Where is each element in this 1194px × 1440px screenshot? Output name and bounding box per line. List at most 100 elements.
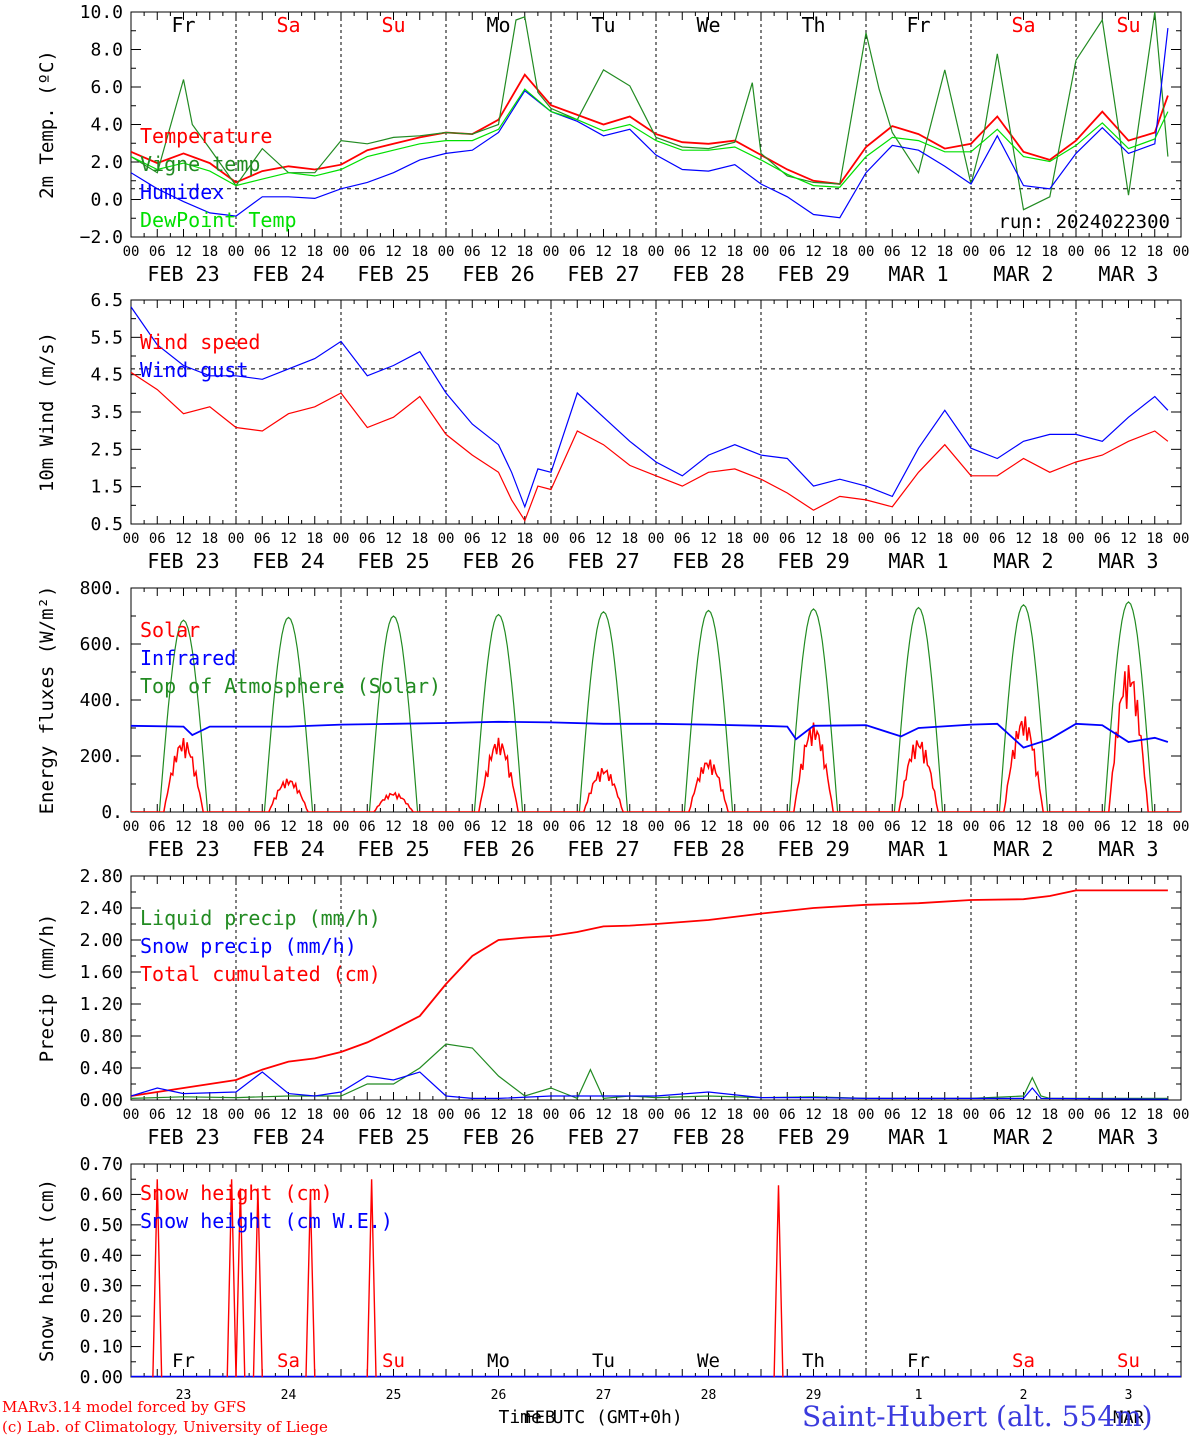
hour-label: 12 — [805, 244, 822, 260]
y-tick-label: 0.80 — [80, 1026, 123, 1047]
date-label: FEB 28 — [672, 262, 744, 286]
date-label: FEB 23 — [147, 549, 219, 573]
legend-entry: Liquid precip (mm/h) — [140, 906, 381, 930]
hour-label: 06 — [359, 244, 376, 260]
hour-label: 06 — [149, 819, 166, 835]
legend-entry: Snow height (cm) — [140, 1181, 333, 1205]
y-tick-label: 400. — [80, 690, 123, 711]
hour-label: 12 — [280, 1107, 297, 1123]
weekday-label: Sa — [1012, 1350, 1035, 1372]
panel-1 — [130, 11, 1182, 238]
day-number-label: 28 — [701, 1388, 717, 1403]
panel-2 — [130, 299, 1182, 525]
y-tick-label: 600. — [80, 634, 123, 655]
station-title: Saint-Hubert (alt. 554m) — [802, 1400, 1153, 1433]
day-number-label: 26 — [491, 1388, 507, 1403]
snow-spike — [235, 1188, 246, 1378]
hour-label: 06 — [464, 531, 481, 547]
date-label: FEB 25 — [357, 549, 429, 573]
hour-label: 06 — [884, 531, 901, 547]
day-number-label: 23 — [176, 1388, 192, 1403]
hour-label: 06 — [254, 531, 271, 547]
snow-spike — [366, 1179, 377, 1378]
run-annotation: run: 2024022300 — [998, 211, 1170, 233]
infrared-line — [131, 720, 1169, 749]
weekday-label: Su — [381, 13, 405, 37]
legend-entry: Infrared — [140, 646, 236, 670]
weekday-label: Sa — [276, 13, 300, 37]
y-tick-label: 6.0 — [90, 77, 123, 98]
solar-line — [131, 665, 1181, 812]
hour-label: 00 — [228, 531, 245, 547]
legend-entry: Wind speed — [140, 330, 260, 354]
y-tick-label: 2.80 — [80, 866, 123, 887]
legend-entry: Snow precip (mm/h) — [140, 934, 357, 958]
hour-label: 00 — [1068, 1107, 1085, 1123]
hour-label: 06 — [149, 244, 166, 260]
hour-label: 06 — [674, 819, 691, 835]
hour-label: 12 — [490, 244, 507, 260]
hour-label: 12 — [175, 819, 192, 835]
hour-label: 18 — [726, 819, 743, 835]
panel-4 — [130, 875, 1182, 1101]
y-tick-label: 0.70 — [80, 1154, 123, 1175]
hour-label: 18 — [516, 1107, 533, 1123]
hour-label: 06 — [1094, 819, 1111, 835]
hour-label: 06 — [359, 531, 376, 547]
weekday-label: Tu — [592, 1350, 615, 1372]
hour-label: 12 — [910, 1107, 927, 1123]
temperature-line — [131, 73, 1169, 185]
date-label: FEB 26 — [462, 837, 534, 861]
hour-label: 00 — [963, 819, 980, 835]
date-label: MAR 3 — [1098, 1125, 1158, 1149]
y-tick-label: −2.0 — [80, 227, 123, 248]
month-label: FEB — [525, 1408, 556, 1428]
hour-label: 18 — [201, 1107, 218, 1123]
hour-label: 00 — [1173, 819, 1190, 835]
hour-label: 12 — [1120, 531, 1137, 547]
date-label: FEB 25 — [357, 1125, 429, 1149]
hour-label: 18 — [516, 244, 533, 260]
hour-label: 12 — [490, 1107, 507, 1123]
month-label: MAR — [1113, 1408, 1144, 1428]
date-label: FEB 28 — [672, 837, 744, 861]
weekday-label: We — [696, 13, 720, 37]
hour-label: 00 — [753, 819, 770, 835]
legend-entry: Temperature — [140, 124, 272, 148]
legend-entry: Humidex — [140, 180, 224, 204]
day-number-label: 2 — [1020, 1388, 1028, 1403]
hour-label: 00 — [963, 1107, 980, 1123]
hour-label: 18 — [306, 244, 323, 260]
total-cumulated-cm-line — [131, 889, 1168, 1097]
hour-label: 06 — [569, 531, 586, 547]
hour-label: 00 — [858, 244, 875, 260]
hour-label: 18 — [936, 244, 953, 260]
hour-label: 06 — [254, 244, 271, 260]
hour-label: 18 — [1146, 244, 1163, 260]
hour-label: 12 — [175, 531, 192, 547]
hour-label: 06 — [674, 531, 691, 547]
toa-solar-line — [131, 601, 1181, 812]
hour-label: 18 — [621, 819, 638, 835]
hour-label: 18 — [1041, 244, 1058, 260]
hour-label: 06 — [989, 1107, 1006, 1123]
dewpoint-temp-line — [131, 88, 1169, 188]
snow-spike — [773, 1185, 784, 1378]
hour-label: 12 — [910, 244, 927, 260]
y-tick-label: 0.00 — [80, 1090, 123, 1111]
hour-label: 12 — [490, 819, 507, 835]
weekday-label: Sa — [277, 1350, 300, 1372]
hour-label: 06 — [884, 244, 901, 260]
hour-label: 12 — [175, 244, 192, 260]
model-credit: MARv3.14 model forced by GFS — [2, 1398, 247, 1416]
hour-label: 12 — [1120, 819, 1137, 835]
hour-label: 18 — [936, 1107, 953, 1123]
panel-5 — [130, 1163, 1182, 1378]
hour-label: 06 — [359, 1107, 376, 1123]
hour-label: 00 — [123, 819, 140, 835]
y-tick-label: 2.5 — [90, 439, 123, 460]
y-axis-label: Snow height (cm) — [36, 1179, 58, 1362]
date-label: MAR 1 — [888, 1125, 948, 1149]
hour-label: 12 — [805, 1107, 822, 1123]
